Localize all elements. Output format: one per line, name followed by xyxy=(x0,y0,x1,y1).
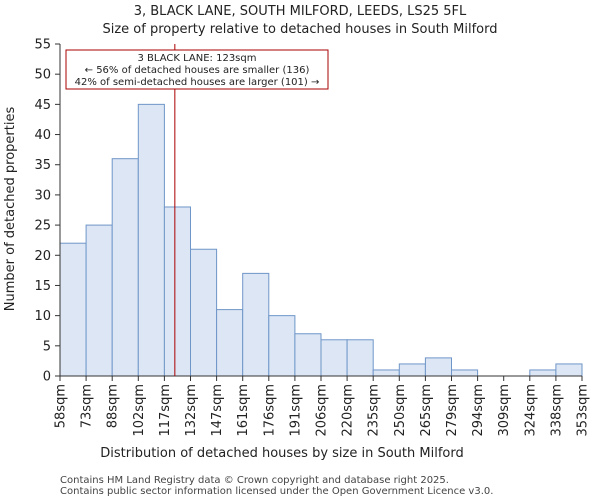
bar-161sqm xyxy=(242,272,270,377)
bar-88sqm xyxy=(111,158,139,377)
bar-58sqm xyxy=(59,242,87,377)
bar-265sqm xyxy=(424,357,452,377)
y-tick-label: 20 xyxy=(34,249,51,264)
bar-191sqm xyxy=(294,333,322,377)
footer-line-1: Contains HM Land Registry data © Crown c… xyxy=(60,475,449,486)
y-tick-label: 45 xyxy=(34,98,51,113)
bar-220sqm xyxy=(346,339,374,377)
y-tick-label: 15 xyxy=(34,279,51,294)
x-tick-label: 88sqm xyxy=(106,384,121,428)
y-tick-label: 30 xyxy=(34,188,51,203)
x-tick-label: 102sqm xyxy=(132,384,147,437)
bar-147sqm xyxy=(216,309,244,377)
bar-250sqm xyxy=(398,363,426,377)
bar-338sqm xyxy=(555,363,583,377)
x-tick-label: 220sqm xyxy=(341,384,356,437)
bar-206sqm xyxy=(320,339,348,377)
bar-132sqm xyxy=(190,248,218,377)
x-tick-label: 279sqm xyxy=(445,384,460,437)
annotation-line-1: 3 BLACK LANE: 123sqm xyxy=(138,53,257,64)
x-tick-label: 324sqm xyxy=(523,384,538,437)
x-tick-label: 176sqm xyxy=(262,384,277,437)
bar-324sqm xyxy=(529,369,557,377)
x-tick-label: 250sqm xyxy=(393,384,408,437)
bars xyxy=(59,103,583,377)
x-tick-label: 191sqm xyxy=(288,384,303,437)
x-tick-label: 309sqm xyxy=(497,384,512,437)
x-tick-label: 338sqm xyxy=(549,384,564,437)
y-tick-label: 5 xyxy=(43,339,51,354)
x-tick-label: 58sqm xyxy=(54,384,69,428)
y-ticks: 0 5 10 15 20 25 30 35 40 45 50 55 xyxy=(34,38,582,385)
y-axis-label: Number of detached properties xyxy=(3,107,18,312)
x-tick-label: 147sqm xyxy=(210,384,225,437)
x-tick-label: 161sqm xyxy=(236,384,251,437)
bar-176sqm xyxy=(268,315,296,377)
y-tick-label: 40 xyxy=(34,128,51,143)
annotation-line-3: 42% of semi-detached houses are larger (… xyxy=(75,77,320,88)
footer-line-2: Contains public sector information licen… xyxy=(60,486,493,497)
chart-subtitle: Size of property relative to detached ho… xyxy=(102,22,497,37)
x-tick-label: 265sqm xyxy=(419,384,434,437)
bar-117sqm xyxy=(163,206,191,377)
x-tick-label: 235sqm xyxy=(367,384,382,437)
y-tick-label: 25 xyxy=(34,219,51,234)
annotation: 3 BLACK LANE: 123sqm ← 56% of detached h… xyxy=(65,49,329,90)
y-tick-label: 10 xyxy=(34,309,51,324)
bar-73sqm xyxy=(85,224,113,377)
x-axis-label: Distribution of detached houses by size … xyxy=(100,446,463,461)
chart-title: 3, BLACK LANE, SOUTH MILFORD, LEEDS, LS2… xyxy=(134,4,467,19)
annotation-box xyxy=(65,49,329,90)
x-tick-label: 353sqm xyxy=(576,384,591,437)
y-tick-label: 50 xyxy=(34,68,51,83)
bar-279sqm xyxy=(451,369,479,377)
x-tick-label: 117sqm xyxy=(158,384,173,437)
bar-235sqm xyxy=(372,369,400,377)
x-tick-label: 132sqm xyxy=(184,384,199,437)
y-tick-label: 55 xyxy=(34,38,51,53)
annotation-line-2: ← 56% of detached houses are smaller (13… xyxy=(85,65,310,76)
y-tick-label: 35 xyxy=(34,158,51,173)
bar-102sqm xyxy=(137,103,165,377)
x-ticks: 58sqm 73sqm 88sqm 102sqm 117sqm 132sqm 147sqm 1… xyxy=(54,376,591,437)
y-tick-label: 0 xyxy=(43,370,51,385)
x-tick-label: 73sqm xyxy=(80,384,95,428)
x-tick-label: 294sqm xyxy=(471,384,486,437)
x-tick-label: 206sqm xyxy=(315,384,330,437)
